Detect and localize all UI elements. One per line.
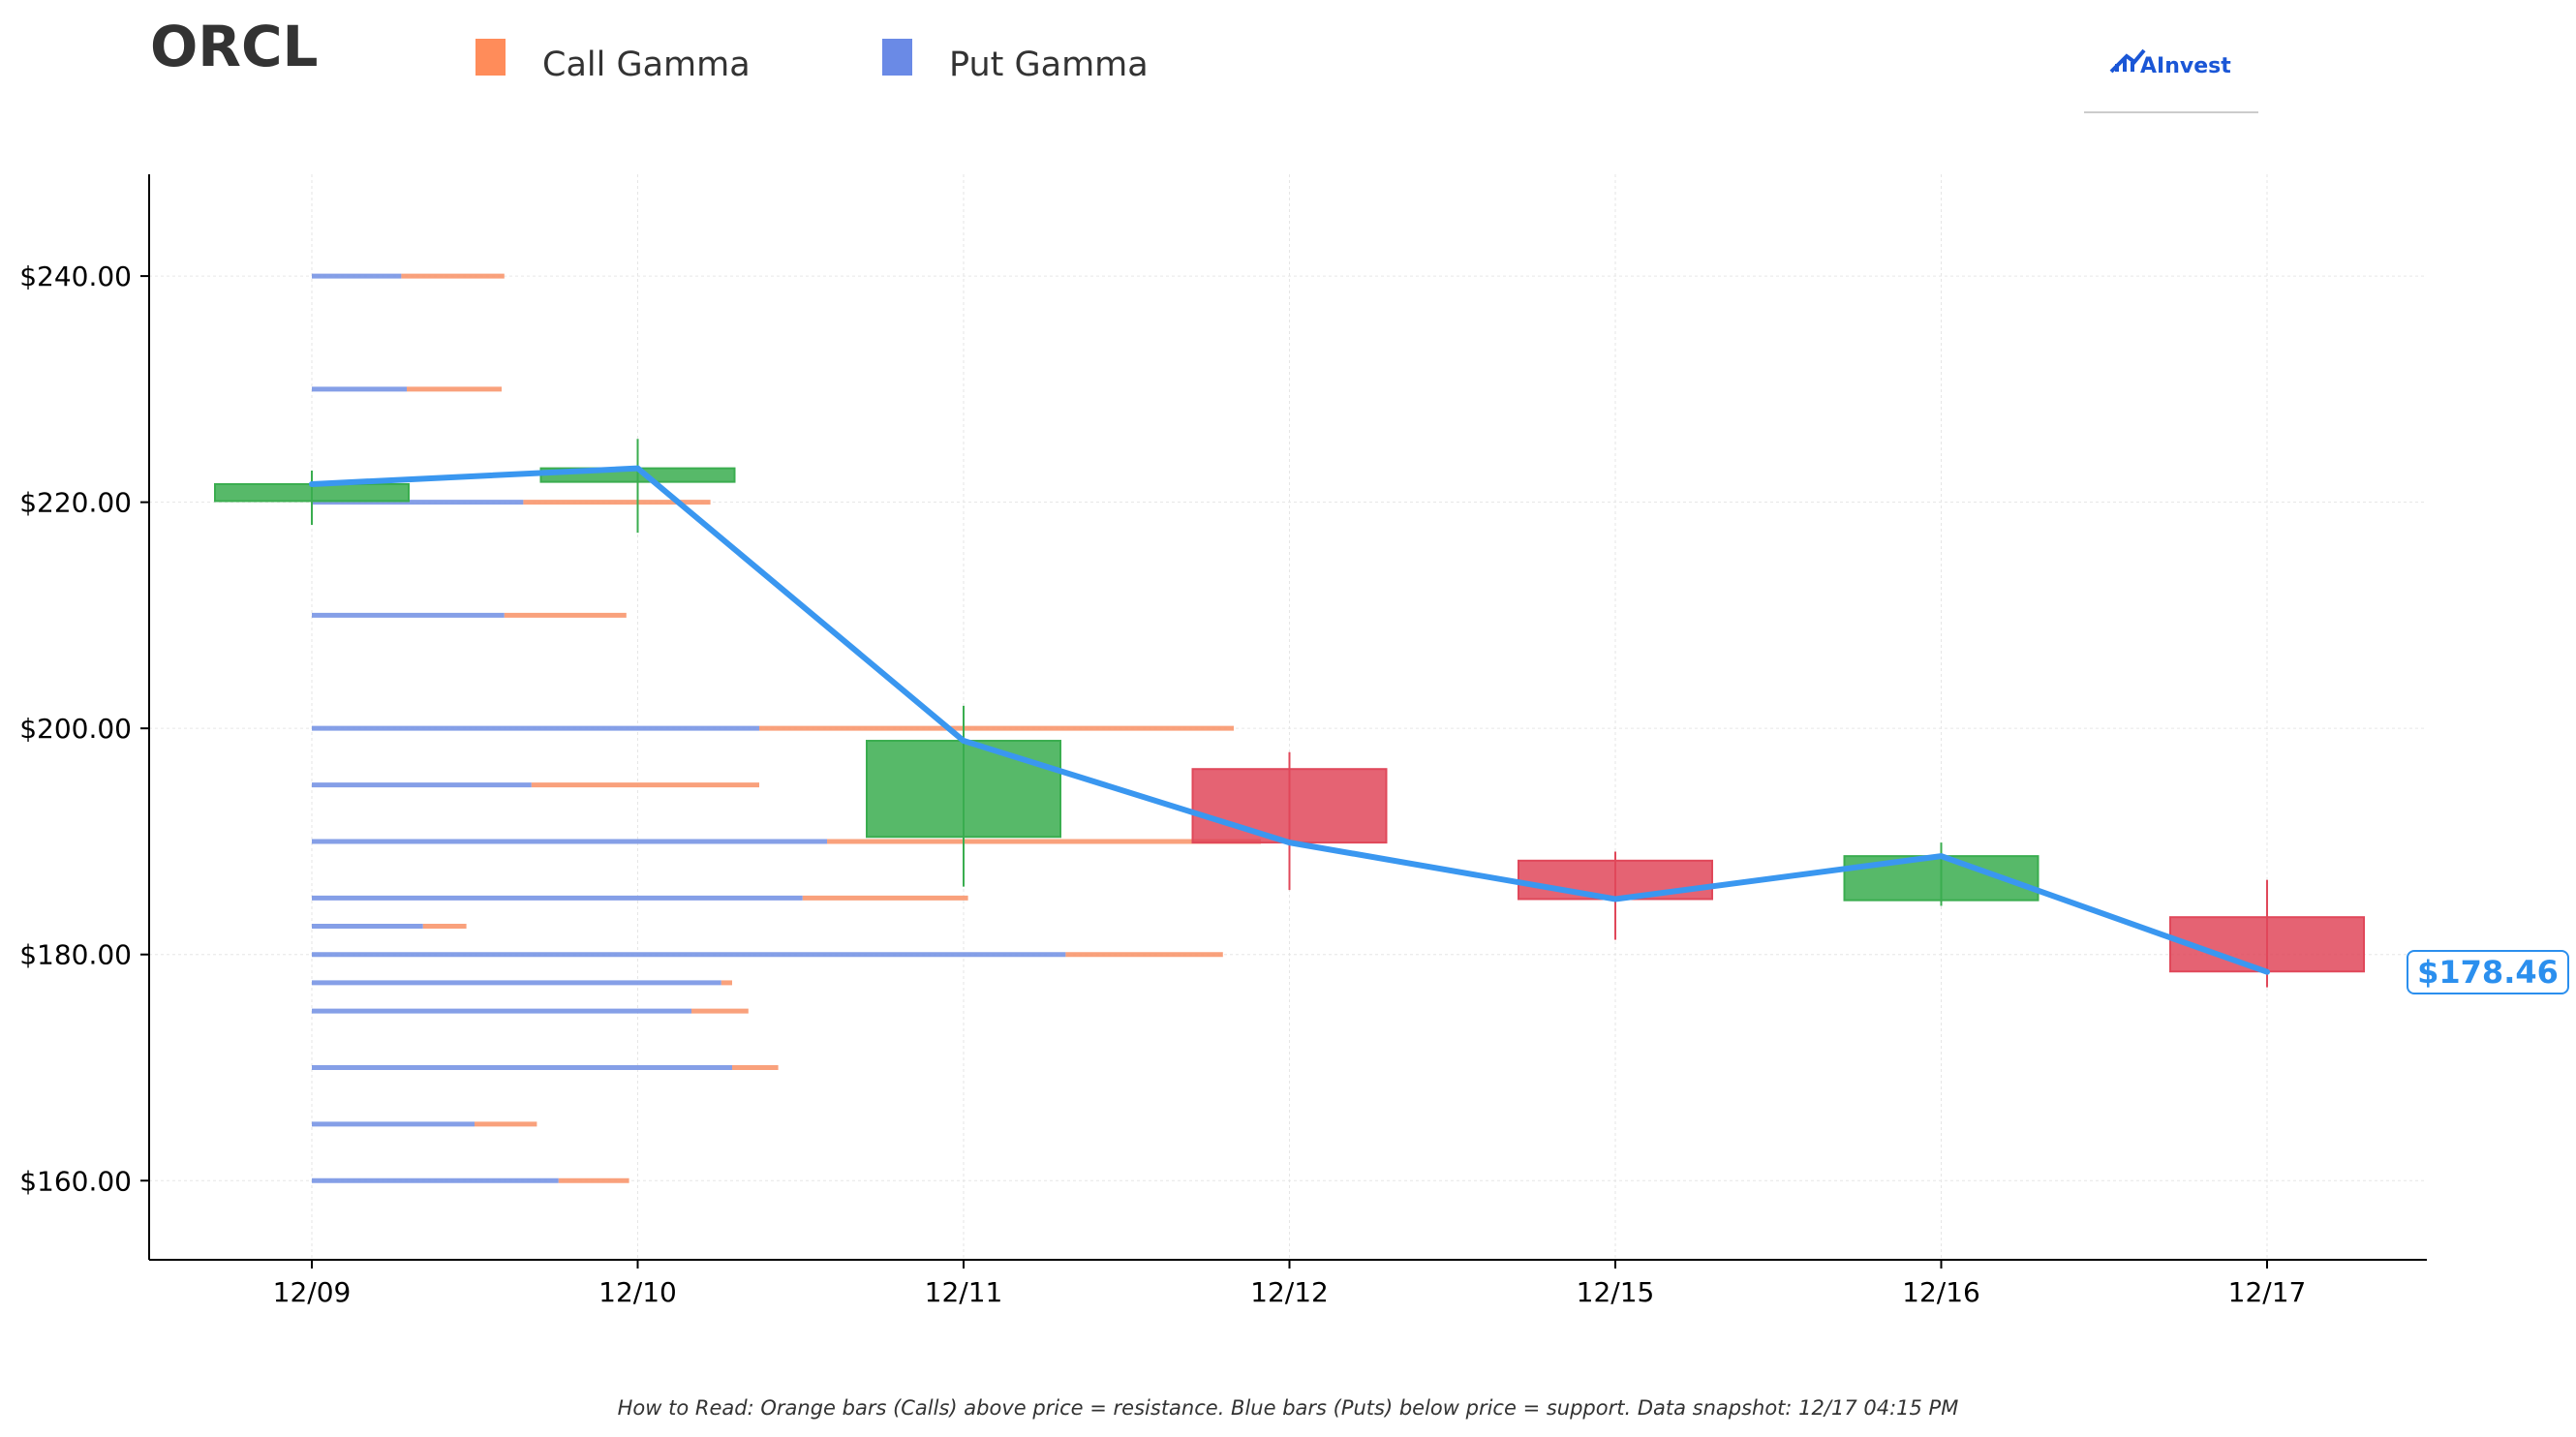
close-price-polyline xyxy=(309,465,2270,975)
x-tick-label: 12/12 xyxy=(1250,1276,1329,1308)
put-gamma-legend-label: Put Gamma xyxy=(949,46,1149,84)
logo-chart-icon xyxy=(2109,48,2146,74)
how-to-read-note: How to Read: Orange bars (Calls) above p… xyxy=(618,1396,1959,1420)
close-price-line xyxy=(309,465,2270,975)
put-gamma-legend-swatch xyxy=(882,39,912,76)
y-tick-label: $200.00 xyxy=(19,713,132,745)
gamma-bars xyxy=(312,273,1261,1183)
x-tick-label: 12/16 xyxy=(1902,1276,1980,1308)
current-price-tag: $178.46 xyxy=(2407,950,2569,994)
candle-body xyxy=(1518,859,1713,901)
y-tick-label: $220.00 xyxy=(19,487,132,519)
x-tick-label: 12/11 xyxy=(925,1276,1003,1308)
x-tick-label: 12/17 xyxy=(2228,1276,2307,1308)
candle-body xyxy=(1191,768,1388,844)
call-gamma-legend-label: Call Gamma xyxy=(542,46,751,84)
candle-body xyxy=(2169,916,2365,973)
current-price-tag-box xyxy=(2407,950,2569,994)
call-gamma-legend-swatch xyxy=(475,39,506,76)
x-tick-label: 12/10 xyxy=(598,1276,677,1308)
current-price-label: $178.46 xyxy=(2417,954,2559,991)
axes: $160.00 $180.00 $200.00 $220.00 $240.00 12/09… xyxy=(19,174,2427,1308)
candlesticks xyxy=(214,439,2365,988)
grid-lines xyxy=(149,174,2427,1260)
x-tick-label: 12/09 xyxy=(273,1276,352,1308)
candle-body xyxy=(866,740,1061,839)
logo-text: AInvest xyxy=(2140,54,2231,78)
y-tick-label: $180.00 xyxy=(19,939,132,971)
ainvest-logo: AInvest xyxy=(2084,48,2258,113)
x-tick-label: 12/15 xyxy=(1577,1276,1655,1308)
y-tick-label: $240.00 xyxy=(19,260,132,292)
y-tick-label: $160.00 xyxy=(19,1165,132,1197)
ticker-title: ORCL xyxy=(150,14,319,79)
